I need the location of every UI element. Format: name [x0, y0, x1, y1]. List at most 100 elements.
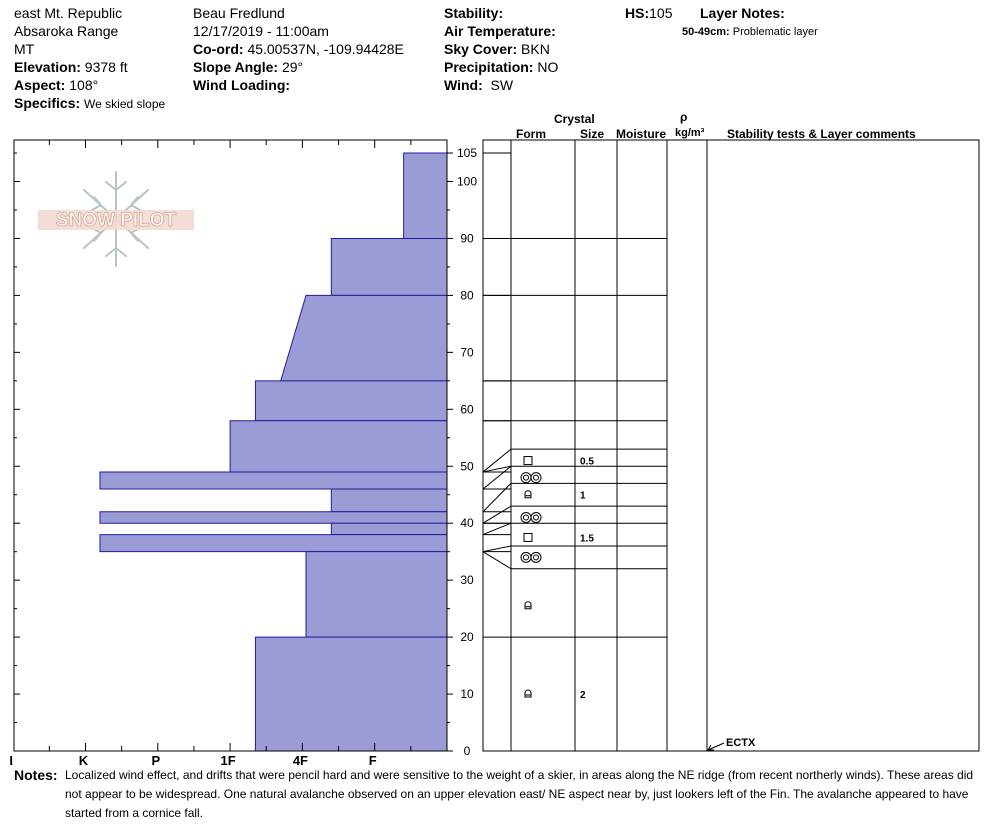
sky-value: BKN — [521, 41, 550, 57]
hardness-axis-label: 1F — [221, 753, 236, 768]
height-axis: 0 10 20 30 40 50 60 70 80 90 100 105 — [447, 146, 477, 758]
wind-loading-row: Wind Loading: — [193, 76, 290, 94]
hardness-layer — [99, 471, 448, 490]
layer-connector — [482, 522, 512, 536]
hardness-layer — [254, 380, 448, 422]
hardness-axis-label: F — [369, 753, 377, 768]
logo-text: SNOW PILOT — [56, 210, 177, 231]
sky-row: Sky Cover: BKN — [444, 40, 550, 58]
elevation-label: Elevation: — [14, 59, 81, 75]
slope-value: 29° — [281, 59, 304, 75]
crystal-header: Crystal — [554, 112, 595, 126]
precip-value: NO — [537, 59, 559, 75]
faceted-grain-icon — [523, 532, 533, 542]
hardness-bars — [99, 152, 448, 752]
sky-label: Sky Cover: — [444, 41, 518, 57]
specifics-label: Specifics: — [14, 95, 81, 111]
hardness-layer — [330, 488, 448, 513]
air-temp-row: Air Temperature: — [444, 22, 556, 40]
notes-label: Notes: — [14, 767, 58, 783]
hardness-axis-label: I — [9, 753, 13, 768]
hardness-layer — [99, 534, 448, 553]
layer-connector — [482, 448, 512, 473]
height-axis-label: 40 — [460, 516, 474, 530]
layer-note: 50-49cm: Problematic layer — [682, 23, 818, 41]
hardness-axis-label: 4F — [293, 753, 308, 768]
layer-connector — [482, 482, 512, 513]
hardness-layer — [229, 420, 448, 473]
hardness-layer — [403, 152, 448, 239]
height-axis-label: 30 — [460, 573, 474, 587]
stability-tests-header: Stability tests & Layer comments — [727, 127, 916, 141]
hardness-frame-ticks — [14, 140, 412, 752]
rho-header: ρ — [680, 110, 688, 124]
elevation-value: 9378 ft — [84, 59, 128, 75]
hardness-layer — [280, 294, 448, 382]
wind-row: Wind: SW — [444, 76, 513, 94]
faceted-grain-icon — [523, 456, 533, 466]
wind-loading-label: Wind Loading: — [193, 77, 291, 93]
depth-hoar-icon — [520, 512, 542, 524]
stability-test-pointer — [707, 742, 725, 751]
layer-note-range: 50-49cm: — [682, 26, 730, 38]
wind-label: Wind: — [444, 77, 483, 93]
depth-hoar-icon — [520, 551, 542, 563]
grain-size-label: 2 — [580, 690, 586, 701]
grain-forms: 0.5 1 1.5 2 — [520, 456, 594, 701]
height-axis-label: 105 — [457, 146, 477, 160]
state: MT — [14, 41, 35, 57]
hardness-axis-label: K — [79, 753, 89, 768]
grain-table-frame — [482, 139, 980, 752]
form-header: Form — [516, 127, 546, 141]
precip-row: Precipitation: NO — [444, 58, 558, 76]
aspect-row: Aspect: 108° — [14, 76, 98, 94]
hardness-layer — [99, 511, 448, 524]
size-header: Size — [580, 127, 605, 141]
height-axis-label: 100 — [457, 175, 477, 189]
layer-note-text: Problematic layer — [732, 26, 818, 38]
layer-connector — [482, 545, 512, 553]
grain-size-label: 0.5 — [580, 457, 594, 468]
air-temp-label: Air Temperature: — [444, 23, 556, 39]
snowpilot-logo: SNOW PILOT — [38, 171, 194, 267]
stability-row: Stability: — [444, 4, 503, 22]
hardness-layer — [305, 551, 448, 638]
slope-label: Slope Angle: — [193, 59, 279, 75]
layer-notes-label: Layer Notes: — [700, 5, 785, 21]
height-axis-label: 80 — [460, 288, 474, 302]
observer: Beau Fredlund — [193, 5, 285, 21]
height-axis-label: 10 — [460, 687, 474, 701]
height-axis-label: 60 — [460, 402, 474, 416]
mountain-range: Absaroka Range — [14, 23, 119, 39]
hardness-axis: I K P 1F 4F F — [9, 753, 376, 768]
stability-test-label: ECTX — [726, 737, 756, 749]
specifics-value: We skied slope — [84, 97, 166, 111]
moisture-header: Moisture — [616, 127, 667, 141]
specifics-row: Specifics: We skied slope — [14, 94, 165, 113]
hs-value: 105 — [649, 5, 673, 21]
datetime: 12/17/2019 - 11:00am — [193, 23, 329, 39]
layer-connector — [482, 465, 512, 490]
grain-size-label: 1 — [580, 491, 586, 502]
hardness-layer — [330, 522, 448, 536]
height-axis-label: 0 — [464, 744, 471, 758]
height-axis-label: 20 — [460, 630, 474, 644]
rounding-facet-icon — [524, 490, 532, 499]
height-axis-label: 90 — [460, 231, 474, 245]
aspect-value: 108° — [69, 77, 99, 93]
slope-row: Slope Angle: 29° — [193, 58, 303, 76]
stability-tests: ECTX — [707, 737, 756, 751]
precip-label: Precipitation: — [444, 59, 534, 75]
height-axis-label: 50 — [460, 459, 474, 473]
wind-value: SW — [490, 77, 514, 93]
elevation-row: Elevation: 9378 ft — [14, 58, 128, 76]
hardness-layer — [254, 636, 448, 752]
depth-hoar-icon — [520, 472, 542, 484]
density-unit-header: kg/m³ — [675, 127, 705, 139]
coord-row: Co-ord: 45.00537N, -109.94428E — [193, 40, 404, 58]
coord-label: Co-ord: — [193, 41, 244, 57]
layer-connector — [482, 551, 512, 570]
grain-size-label: 1.5 — [580, 533, 594, 544]
hs-label: HS: — [625, 5, 650, 21]
